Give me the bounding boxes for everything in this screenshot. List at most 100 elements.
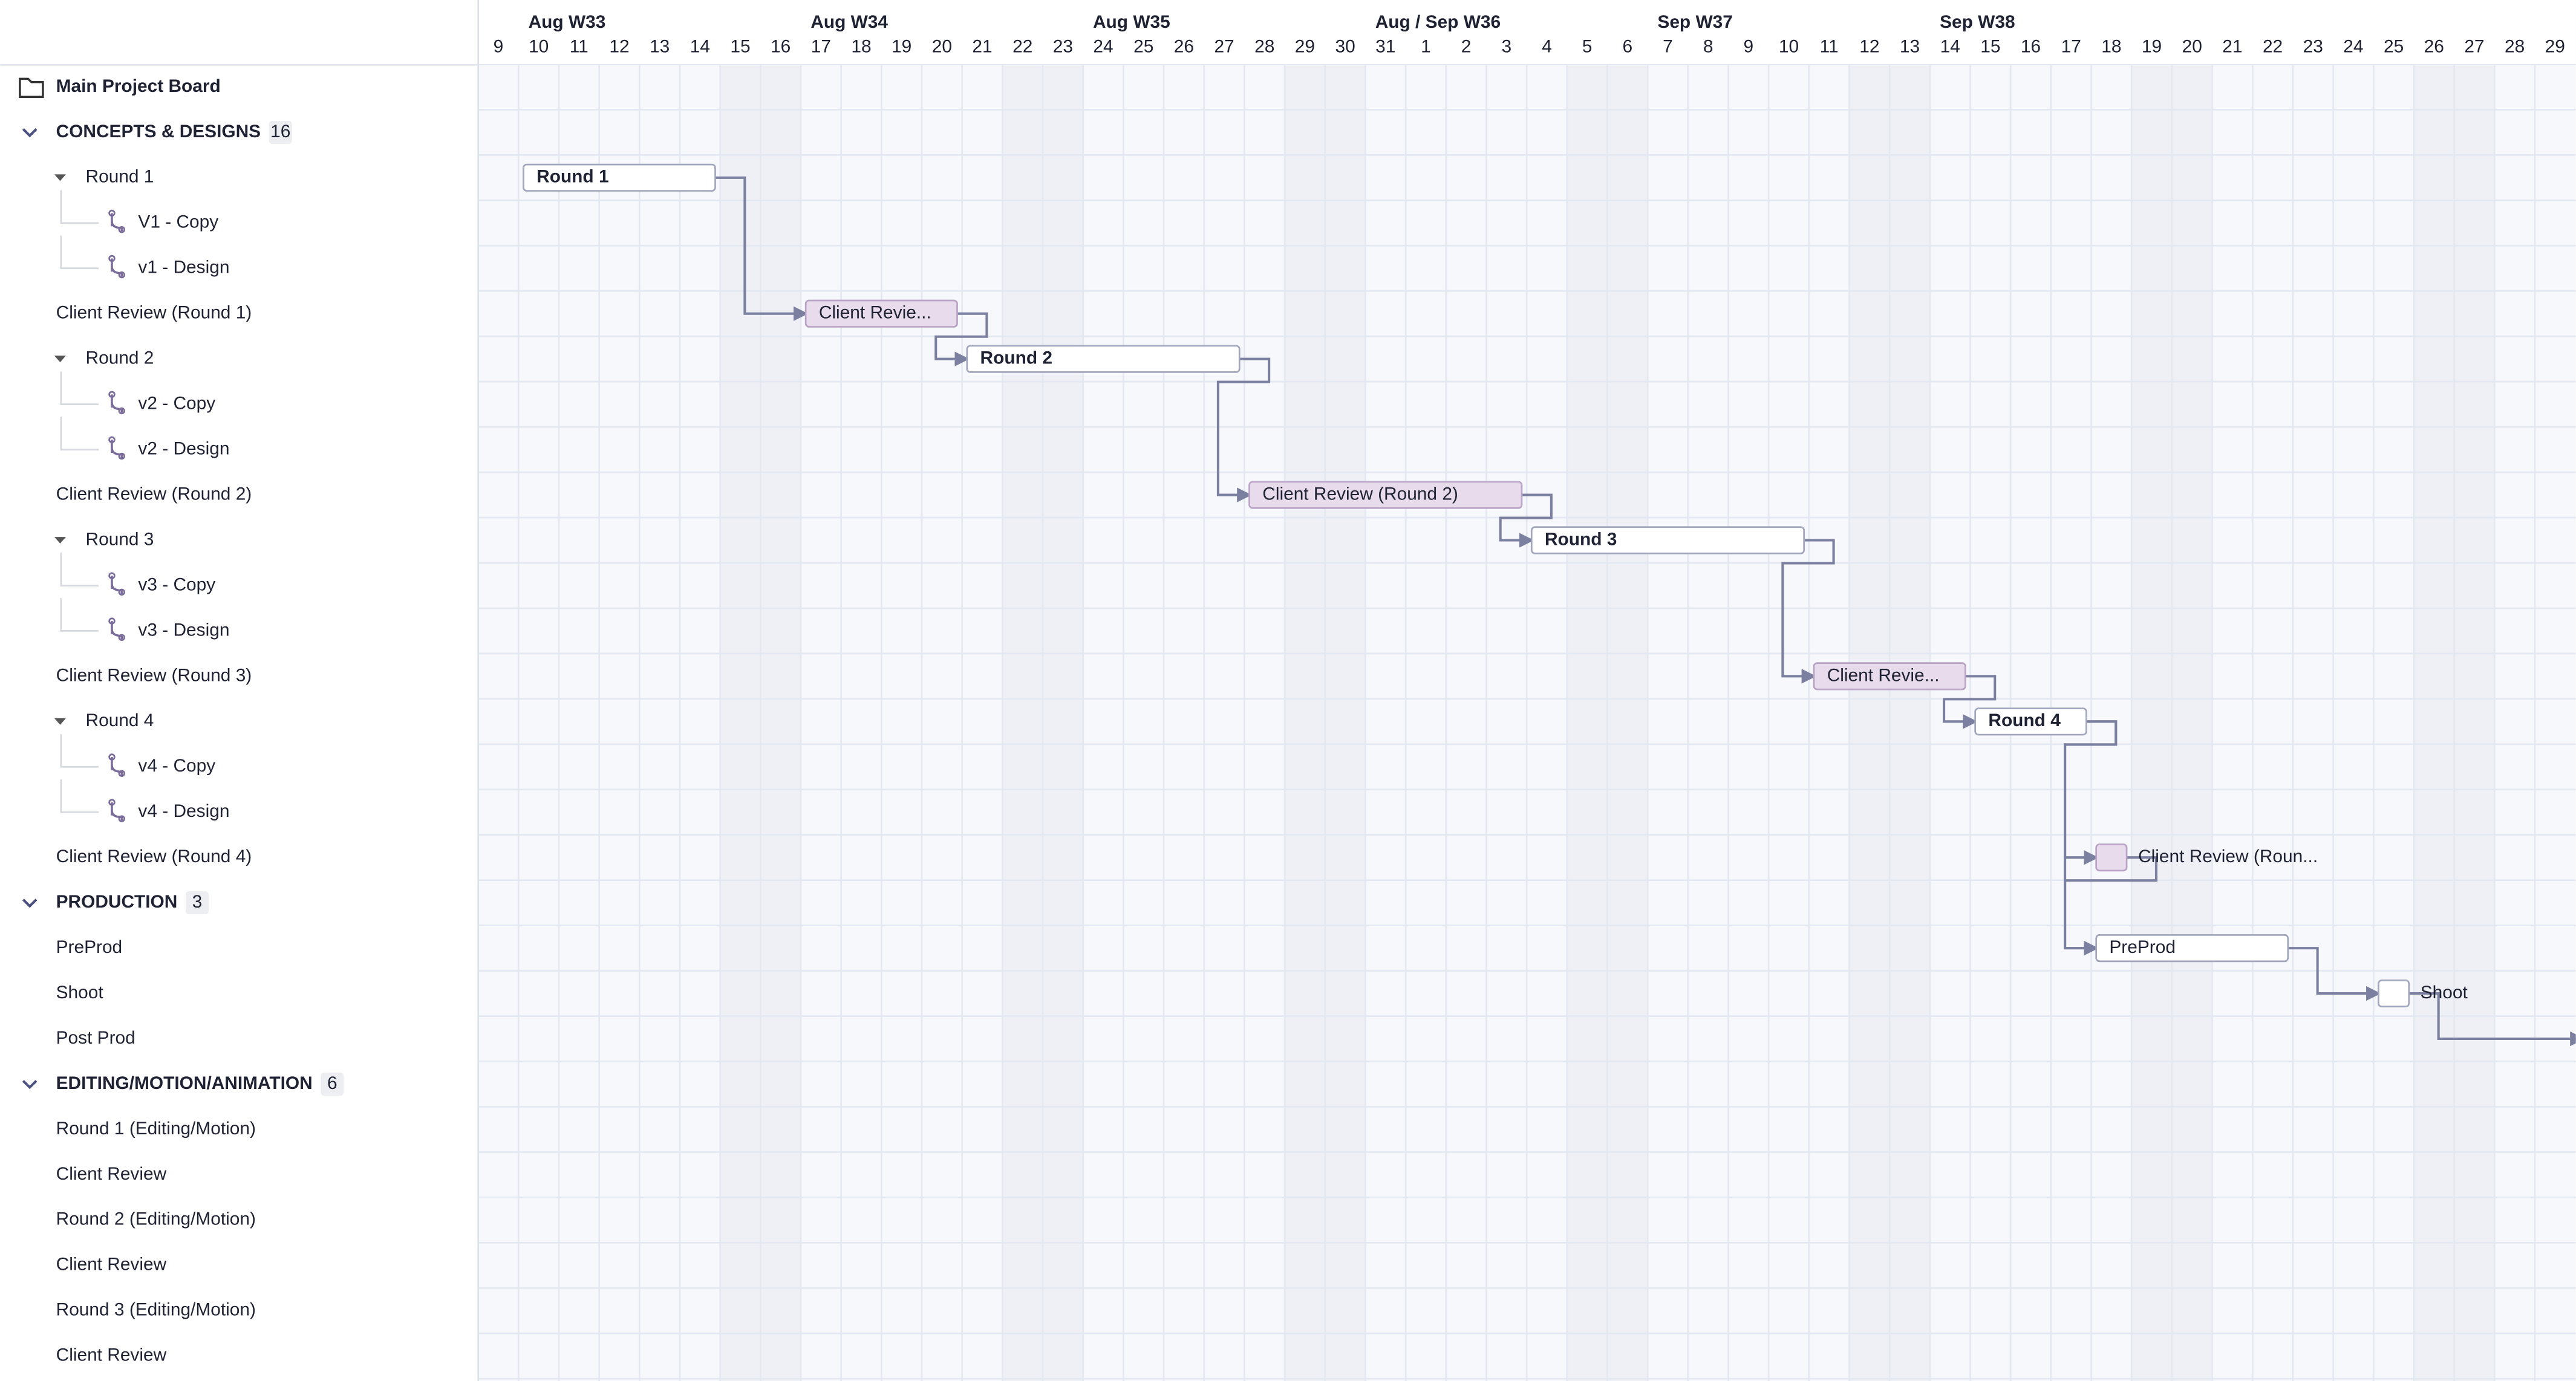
task-bar[interactable] (523, 163, 716, 192)
group-chevron[interactable] (22, 128, 37, 138)
header-bg (478, 0, 2576, 64)
day-label: 4 (1542, 37, 1552, 57)
item-label[interactable]: Shoot (56, 983, 104, 1002)
item-label[interactable]: Client Review (Round 3) (56, 665, 252, 685)
day-label: 9 (494, 37, 504, 57)
item-label[interactable]: Round 2 (Editing/Motion) (56, 1209, 256, 1229)
group-count: 3 (192, 892, 203, 912)
item-label[interactable]: Client Review (Round 1) (56, 303, 252, 323)
count-badge (185, 891, 209, 915)
day-label: 7 (1663, 37, 1673, 57)
day-label: 29 (1295, 37, 1315, 57)
week-label: Aug / Sep W36 (1375, 12, 1501, 32)
day-label: 29 (2545, 37, 2565, 57)
subtask-label[interactable]: v2 - Design (138, 438, 229, 458)
dependency-arrow (2408, 992, 2576, 1047)
item-label[interactable]: Client Review (Round 2) (56, 484, 252, 504)
task-bar[interactable] (2095, 934, 2289, 963)
group-name[interactable]: EDITING/MOTION/ANIMATION (56, 1073, 313, 1093)
day-label: 10 (1779, 37, 1799, 57)
dependency-arrow (2287, 947, 2381, 1001)
task-bar[interactable] (1530, 526, 1805, 554)
day-label: 15 (730, 37, 750, 57)
item-label[interactable]: Client Review (Round 4) (56, 846, 252, 866)
group-name[interactable]: CONCEPTS & DESIGNS (56, 122, 261, 141)
item-label[interactable]: Client Review (56, 1345, 167, 1365)
item-label[interactable]: Round 4 (86, 710, 154, 730)
item-label[interactable]: Round 1 (Editing/Motion) (56, 1119, 256, 1139)
day-label: 25 (1133, 37, 1153, 57)
item-label[interactable]: Post Prod (56, 1028, 135, 1048)
day-label: 30 (1335, 37, 1355, 57)
item-label[interactable]: PreProd (56, 937, 123, 957)
subtask-label[interactable]: V1 - Copy (138, 212, 218, 232)
subtask-icon-dot (108, 617, 116, 625)
day-label: 31 (1375, 37, 1395, 57)
bar-label: Client Revie... (1827, 665, 1940, 685)
task-bar[interactable] (804, 299, 958, 328)
subtask-label[interactable]: v2 - Copy (138, 394, 215, 414)
day-label: 2 (1461, 37, 1472, 57)
day-label: 18 (2101, 37, 2121, 57)
day-label: 8 (1703, 37, 1714, 57)
folder-icon (19, 77, 44, 98)
subtask-icon-dot (108, 799, 116, 806)
bar-label: PreProd (2109, 937, 2176, 957)
day-label: 16 (771, 37, 791, 57)
dependency-arrow (934, 312, 988, 366)
task-bar[interactable] (1248, 481, 1523, 509)
tree-line (60, 553, 99, 587)
day-label: 17 (2061, 37, 2081, 57)
tree-line (60, 235, 99, 270)
group-chevron[interactable] (22, 898, 37, 908)
day-label: 11 (570, 37, 589, 57)
week-label: Sep W37 (1657, 12, 1732, 32)
bar-label: Shoot (2421, 983, 2468, 1002)
board-title[interactable]: Main Project Board (56, 76, 221, 96)
subtask-icon-dot (118, 815, 125, 822)
item-label[interactable]: Client Review (56, 1255, 167, 1275)
day-label: 26 (2424, 37, 2444, 57)
task-bar[interactable] (966, 345, 1241, 373)
day-label: 13 (1900, 37, 1920, 57)
tree-line (60, 733, 99, 768)
task-bar[interactable] (1974, 707, 2087, 736)
expand-caret[interactable] (54, 537, 66, 544)
tree-line (60, 779, 99, 813)
day-label: 16 (2021, 37, 2041, 57)
day-label: 11 (1820, 37, 1839, 57)
item-label[interactable]: Round 3 (Editing/Motion) (56, 1300, 256, 1320)
task-bar[interactable] (2095, 843, 2128, 872)
subtask-icon-dot (118, 407, 125, 415)
item-label[interactable]: Round 2 (86, 348, 154, 368)
task-bar[interactable] (1813, 662, 1966, 690)
item-label[interactable]: Round 3 (86, 529, 154, 549)
day-label: 14 (690, 37, 710, 57)
expand-caret[interactable] (54, 174, 66, 181)
subtask-label[interactable]: v4 - Design (138, 801, 229, 821)
group-count: 16 (270, 122, 290, 141)
item-label[interactable]: Client Review (56, 1164, 167, 1184)
subtask-label[interactable]: v1 - Design (138, 258, 229, 278)
expand-caret[interactable] (54, 718, 66, 725)
week-label: Aug W34 (810, 12, 888, 32)
bar-label: Client Revie... (819, 303, 931, 323)
day-label: 24 (1093, 37, 1113, 57)
subtask-label[interactable]: v4 - Copy (138, 756, 215, 776)
expand-caret[interactable] (54, 356, 66, 363)
group-name[interactable]: PRODUCTION (56, 892, 178, 912)
task-bar[interactable] (2378, 979, 2410, 1008)
day-label: 12 (609, 37, 629, 57)
subtask-icon-dot (118, 271, 125, 279)
day-label: 28 (2505, 37, 2525, 57)
group-chevron[interactable] (22, 1080, 37, 1090)
item-label[interactable]: Round 1 (86, 167, 154, 187)
subtask-label[interactable]: v3 - Copy (138, 574, 215, 594)
dependency-arrow (1499, 493, 1553, 548)
count-badge (269, 120, 292, 144)
day-label: 9 (1744, 37, 1754, 57)
subtask-label[interactable]: v3 - Design (138, 620, 229, 640)
subtask-icon-dot (118, 770, 125, 777)
week-label: Aug W33 (529, 12, 606, 32)
day-label: 18 (851, 37, 871, 57)
